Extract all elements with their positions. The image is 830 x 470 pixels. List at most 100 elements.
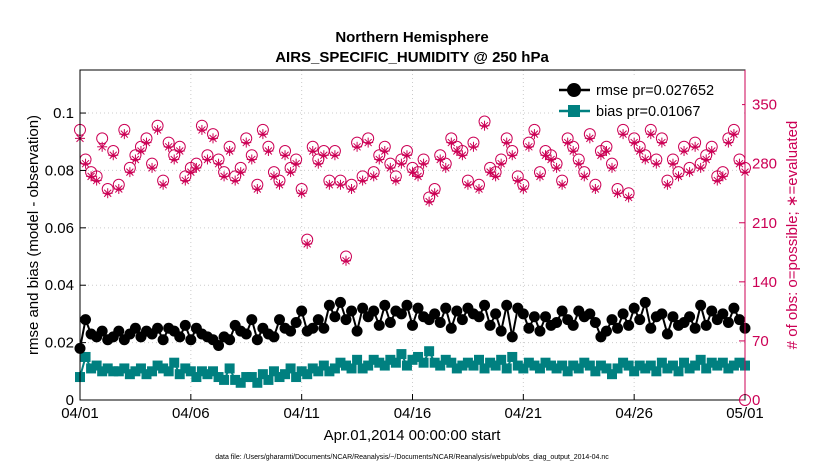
obs-star-stroke [569,147,578,155]
obs-evaluated-marker [418,158,429,169]
obs-star-stroke [353,142,361,151]
series-point [612,322,624,334]
obs-evaluated-marker [296,188,307,199]
obs-star-stroke [730,130,738,138]
obs-star-stroke [331,151,339,160]
obs-star-stroke [131,155,140,164]
series-point [429,308,441,320]
y2-tick-label-1: 70 [752,333,769,350]
obs-evaluated-marker [230,175,241,186]
series-point [129,322,141,334]
obs-star-stroke [275,180,284,189]
series-point [700,319,712,331]
obs-evaluated-marker [401,150,412,161]
series-point [230,374,241,385]
obs-star-stroke [408,168,417,176]
series-point [357,302,369,314]
y-axis-left: 0 0.02 0.04 0.06 0.08 0.1 [45,105,86,409]
obs-star-stroke [713,176,722,185]
obs-evaluated-marker [679,146,690,157]
obs-evaluated-marker [712,175,723,186]
obs-star-stroke [392,176,400,185]
obs-star-stroke [591,185,600,193]
obs-evaluated-marker [191,162,202,173]
obs-evaluated-marker [529,129,540,140]
obs-evaluated-marker [462,179,473,190]
obs-star-stroke [486,168,494,176]
series-point [352,354,363,365]
series-point [219,374,230,385]
obs-star-stroke [680,147,688,155]
series-point [645,322,657,334]
series-point [722,317,734,329]
obs-star-stroke [347,185,356,193]
obs-evaluated-marker [706,146,717,157]
obs-star-stroke [425,197,433,206]
obs-evaluated-marker [479,120,490,131]
series-point [251,334,263,346]
obs-evaluated-marker [507,150,518,161]
obs-evaluated-marker [241,137,252,148]
obs-star-stroke [281,151,289,160]
obs-star-stroke [525,142,533,151]
obs-evaluated-marker [701,154,712,165]
series-point [723,363,734,374]
obs-star-stroke [186,168,195,176]
series-point [135,363,146,374]
series-point [556,305,568,317]
series-point [158,363,169,374]
series-point [639,296,651,308]
y-axis-label: rmse and bias (model - observation) [25,115,42,355]
obs-evaluated-marker [728,129,739,140]
obs-star-stroke [558,180,566,189]
series-point [280,369,291,380]
series-point [102,363,113,374]
obs-star-stroke [247,155,256,164]
obs-evaluated-marker [268,171,279,182]
series-point [451,363,462,374]
series-point [512,360,523,371]
series-point [296,305,308,317]
obs-evaluated-marker [379,146,390,157]
obs-star-stroke [92,176,101,185]
series-point [373,319,385,331]
series-point [573,363,584,374]
series-point [490,360,501,371]
obs-star-stroke [225,147,234,155]
series-point [240,328,252,340]
series-point [490,308,502,320]
series-point [440,302,452,314]
series-point [252,377,263,388]
series-point [395,308,407,320]
obs-star-stroke [602,147,611,155]
series-point [208,366,218,377]
obs-star-stroke [641,155,650,164]
obs-evaluated-marker [174,146,185,157]
series-point [323,299,335,311]
series-point [690,360,701,371]
series-point [341,360,351,371]
series-point [274,372,285,383]
obs-evaluated-marker [523,141,534,152]
series-point [601,363,612,374]
obs-evaluated-marker [341,255,351,266]
x-tick-label-4: 04/21 [505,405,543,422]
y2-tick-label-5: 350 [752,97,777,114]
series-point [733,314,745,326]
series-point [607,369,617,380]
obs-star-stroke [375,155,384,164]
obs-star-stroke [336,180,345,189]
series-point [351,325,363,337]
obs-evaluated-marker [424,196,435,207]
series-point [91,360,102,371]
obs-evaluated-marker [512,175,523,186]
obs-evaluated-marker [546,154,557,165]
series-point [617,308,629,320]
legend-rmse-label: rmse pr=0.027652 [596,83,714,99]
x-tick-label-6: 05/01 [726,405,764,422]
legend: rmse pr=0.027652 bias pr=0.01067 [555,76,742,120]
obs-star-stroke [126,168,134,176]
series-point [528,311,540,323]
obs-star-stroke [120,130,129,138]
series-point [518,363,529,374]
